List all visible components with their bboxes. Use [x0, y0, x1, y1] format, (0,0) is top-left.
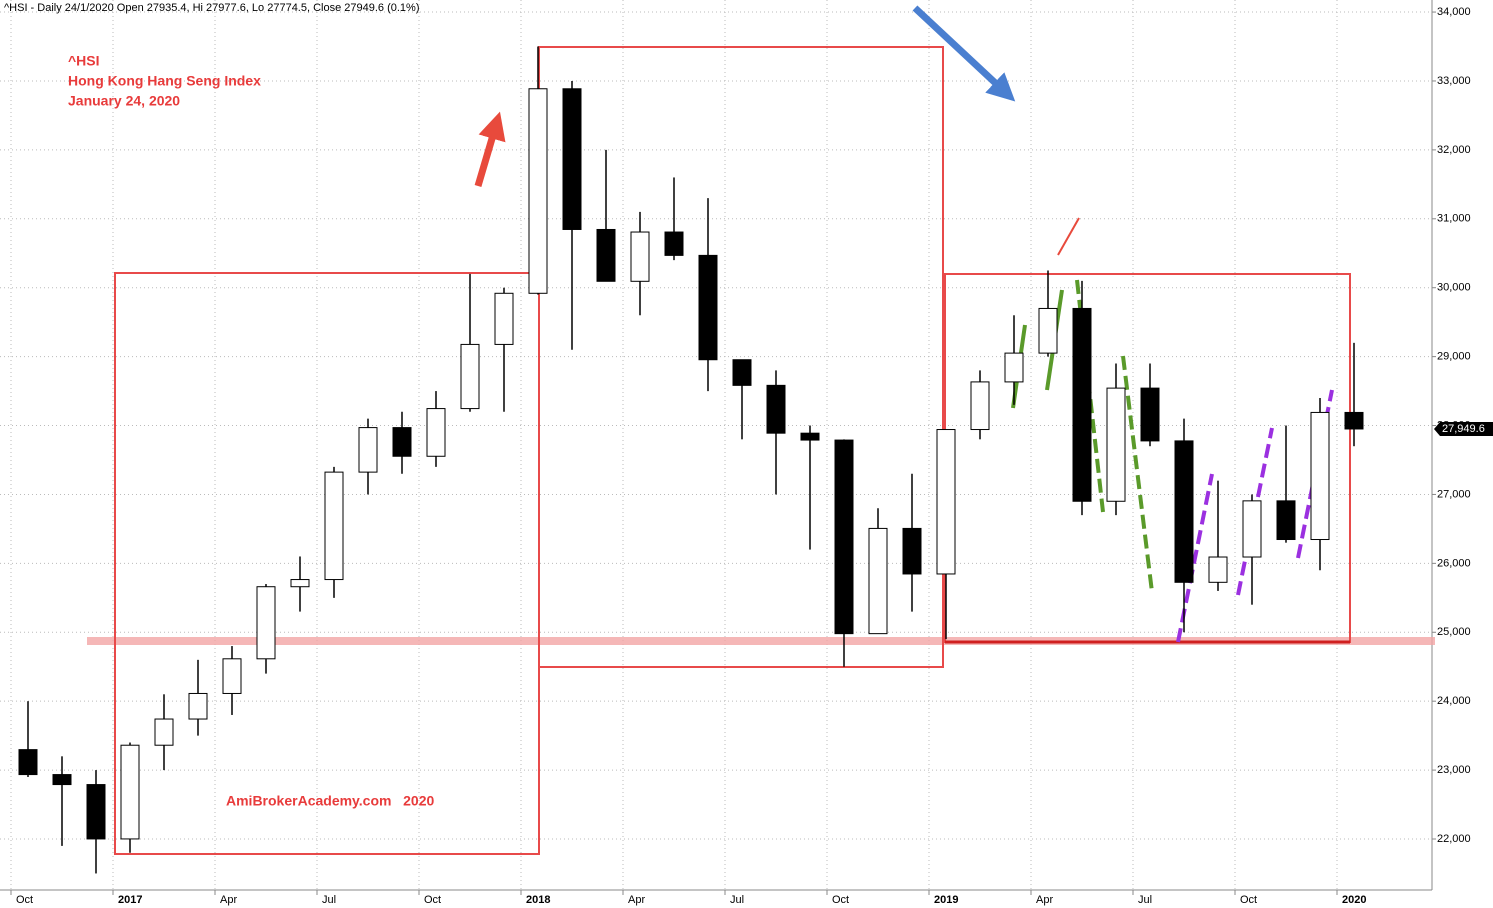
y-tick-label: 32,000: [1437, 144, 1471, 156]
y-tick-label: 31,000: [1437, 213, 1471, 225]
candle-body: [426, 408, 446, 457]
candle-body: [902, 527, 922, 575]
candle-body: [358, 427, 378, 473]
candle-body: [800, 432, 820, 441]
candle-body: [460, 343, 480, 410]
header: ^HSI - Daily 24/1/2020 Open 27935.4, Hi …: [4, 2, 420, 14]
y-tick-label: 22,000: [1437, 833, 1471, 845]
last-price-tag: [1434, 422, 1493, 437]
candle-body: [868, 527, 888, 635]
candle-body: [1106, 387, 1126, 502]
x-tick-label: Jul: [322, 894, 336, 906]
x-tick-label: Apr: [628, 894, 645, 906]
candle-body: [256, 586, 276, 660]
candle-body: [562, 88, 582, 230]
candle-body: [120, 744, 140, 840]
candle-body: [1242, 500, 1262, 558]
candle-body: [1004, 352, 1024, 383]
up-arrow: [474, 111, 506, 187]
candle-body: [1140, 387, 1160, 442]
candle-body: [1344, 411, 1364, 430]
x-tick-label: 2020: [1342, 894, 1366, 906]
candle-body: [154, 718, 174, 746]
candle-body: [392, 427, 412, 457]
x-tick-label: 2019: [934, 894, 958, 906]
x-tick-label: 2018: [526, 894, 550, 906]
y-tick-label: 24,000: [1437, 695, 1471, 707]
annotation: ^HSI: [68, 53, 100, 69]
candle-body: [1208, 556, 1228, 583]
small-arrow: [1057, 217, 1080, 256]
candle-body: [936, 429, 956, 575]
y-tick-label: 26,000: [1437, 557, 1471, 569]
candle-body: [324, 471, 344, 581]
candle-body: [970, 381, 990, 431]
candle-body: [596, 228, 616, 282]
candles: [18, 46, 1364, 874]
watermark: AmiBrokerAcademy.com 2020: [226, 793, 434, 809]
candle-body: [188, 692, 208, 720]
candle-body: [1276, 500, 1296, 541]
candle-body: [834, 439, 854, 635]
candle-body: [1174, 440, 1194, 583]
grid: [0, 0, 1432, 890]
candle-body: [698, 254, 718, 361]
candle-body: [86, 784, 106, 840]
y-tick-label: 23,000: [1437, 764, 1471, 776]
candle-body: [18, 749, 38, 776]
y-tick-label: 30,000: [1437, 282, 1471, 294]
candle-body: [290, 579, 310, 588]
down-arrow: [912, 5, 1016, 102]
x-tick-label: Oct: [1240, 894, 1257, 906]
x-tick-label: Apr: [1036, 894, 1053, 906]
y-tick-label: 33,000: [1437, 75, 1471, 87]
candle-body: [1310, 411, 1330, 541]
x-tick-label: Oct: [424, 894, 441, 906]
x-tick-label: 2017: [118, 894, 142, 906]
candle-body: [222, 658, 242, 694]
x-tick-label: Oct: [16, 894, 33, 906]
candle-body: [732, 359, 752, 386]
x-tick-label: Jul: [1138, 894, 1152, 906]
candle-body: [766, 384, 786, 434]
y-tick-label: 27,000: [1437, 488, 1471, 500]
x-tick-label: Jul: [730, 894, 744, 906]
candle-body: [664, 231, 684, 256]
y-tick-label: 29,000: [1437, 351, 1471, 363]
support-band: [87, 637, 1435, 645]
x-tick-label: Oct: [832, 894, 849, 906]
annotation: January 24, 2020: [68, 93, 180, 109]
candle-body: [630, 231, 650, 282]
y-tick-label: 25,000: [1437, 626, 1471, 638]
annotation: Hong Kong Hang Seng Index: [68, 73, 261, 89]
candle-body: [494, 292, 514, 345]
x-tick-label: Apr: [220, 894, 237, 906]
candle-body: [1038, 307, 1058, 354]
candle-body: [528, 88, 548, 294]
range-box: [538, 46, 944, 668]
candle-body: [1072, 307, 1092, 502]
last-price-label: 27,949.6: [1442, 423, 1485, 435]
candle-body: [52, 774, 72, 786]
y-tick-label: 34,000: [1437, 6, 1471, 18]
